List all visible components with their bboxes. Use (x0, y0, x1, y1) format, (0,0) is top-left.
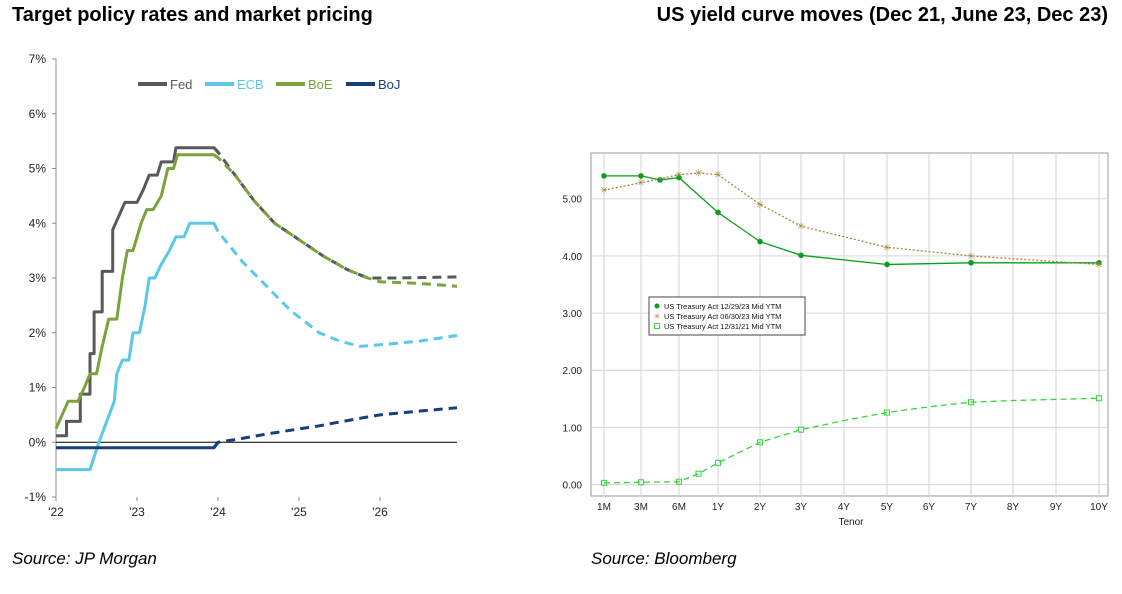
y-tick-label: 0.00 (563, 481, 583, 492)
boe-legend-label: BoE (308, 77, 333, 92)
boe-pricing-line (213, 153, 458, 288)
y-tick-label: 1% (29, 381, 47, 395)
dec23-data-point (657, 177, 663, 183)
dec23-data-point (676, 174, 682, 181)
fed-series-line (56, 146, 220, 438)
boe-series-line (54, 153, 219, 430)
x-tick-label: 10Y (1090, 502, 1108, 513)
dec23-data-point (638, 173, 644, 179)
x-tick-label: 3Y (795, 502, 808, 513)
dec21-data-point (1096, 395, 1102, 402)
dec21-data-point (715, 459, 721, 466)
x-axis-title: Tenor (838, 517, 864, 528)
dec21-data-point (798, 426, 804, 433)
y-tick-label: 2% (29, 326, 47, 340)
dec21-curve-line (603, 397, 1100, 484)
x-tick-label: 3M (634, 502, 648, 513)
x-tick-label: 2Y (754, 502, 767, 513)
y-tick-label: 0% (29, 435, 47, 449)
x-tick-label: 7Y (965, 502, 978, 513)
policy-rates-chart: -1% 0% 1% 2% 3% 4% 5% 6% 7% '22 '23 '24 '25 '26 Fed ECB… (25, 52, 458, 519)
y-tick-label: 7% (29, 52, 47, 66)
y-tick-label: 3% (29, 271, 47, 285)
jun23-legend-marker: ✳ (654, 312, 661, 321)
right-source-note: Source: Bloomberg (591, 549, 737, 568)
dec23-legend-label: US Treasury Act 12/29/23 Mid YTM (664, 302, 781, 311)
dec23-data-point (601, 173, 607, 179)
y-tick-label: 4.00 (563, 252, 583, 263)
y-tick-label: 6% (29, 107, 47, 121)
x-tick-label: 5Y (881, 502, 894, 513)
x-tick-label: 6Y (923, 502, 936, 513)
jun23-legend-label: US Treasury Act 06/30/23 Mid YTM (664, 312, 781, 321)
jun23-data-point: ✳ (883, 243, 891, 254)
dec21-data-point (601, 479, 607, 486)
dec23-data-point (884, 261, 890, 268)
dec23-curve-line (604, 175, 1099, 266)
right-chart-title: US yield curve moves (Dec 21, June 23, D… (656, 4, 1108, 26)
y-tick-label: 5% (29, 162, 47, 176)
y-tick-label: -1% (25, 490, 47, 504)
jun23-data-point: ✳ (967, 251, 975, 262)
jun23-data-point: ✳ (797, 222, 805, 233)
ecb-series-line (56, 221, 220, 472)
x-tick-label: 1Y (712, 502, 725, 513)
jun23-data-point: ✳ (694, 169, 702, 180)
dec21-data-point (676, 478, 682, 485)
y-tick-label: 5.00 (563, 195, 583, 206)
x-tick-label: 8Y (1007, 502, 1020, 513)
jun23-data-point: ✳ (1095, 260, 1103, 271)
left-chart-title: Target policy rates and market pricing (12, 4, 373, 26)
ecb-pricing-line (212, 222, 458, 348)
jun23-curve-line (603, 172, 1100, 266)
dec21-data-point (884, 409, 890, 416)
dec23-data-point (968, 259, 974, 266)
jun23-data-point: ✳ (600, 186, 608, 197)
boj-legend-label: BoJ (378, 77, 400, 92)
y-tick-label: 3.00 (563, 309, 583, 320)
legend-box (648, 296, 806, 336)
y-tick-label: 2.00 (563, 366, 583, 377)
dec21-data-point (968, 399, 974, 406)
dec23-data-point (757, 238, 763, 245)
x-tick-label: '23 (129, 505, 145, 519)
dec23-data-point (798, 252, 804, 259)
jun23-data-point: ✳ (637, 178, 645, 189)
dec23-legend-marker (654, 303, 660, 309)
jun23-data-point: ✳ (756, 200, 764, 211)
jun23-data-point: ✳ (675, 170, 683, 181)
x-tick-label: 4Y (838, 502, 851, 513)
boj-pricing-line (212, 406, 458, 449)
dec21-legend-marker (654, 323, 660, 329)
dec21-data-point (695, 470, 702, 477)
dec21-legend-label: US Treasury Act 12/31/21 Mid YTM (664, 322, 781, 331)
y-tick-label: 4% (29, 216, 47, 230)
dec21-data-point (757, 439, 763, 446)
x-tick-label: 9Y (1050, 502, 1063, 513)
dec21-data-point (638, 479, 644, 486)
x-tick-label: '25 (291, 505, 307, 519)
x-tick-label: 1M (597, 502, 611, 513)
ecb-legend-label: ECB (237, 77, 264, 92)
x-tick-label: '22 (48, 505, 64, 519)
left-source-note: Source: JP Morgan (12, 549, 157, 568)
x-tick-label: '26 (372, 505, 388, 519)
x-tick-label: 6M (672, 502, 686, 513)
x-tick-label: '24 (210, 505, 226, 519)
fed-legend-label: Fed (170, 77, 192, 92)
y-tick-label: 1.00 (563, 423, 583, 434)
jun23-data-point: ✳ (714, 170, 722, 181)
dec23-data-point (715, 209, 721, 216)
yield-curve-chart: 0.00 1.00 2.00 3.00 4.00 5.00 1M 3M 6M 1Y 2Y 3Y 4Y 5Y… (563, 152, 1109, 528)
